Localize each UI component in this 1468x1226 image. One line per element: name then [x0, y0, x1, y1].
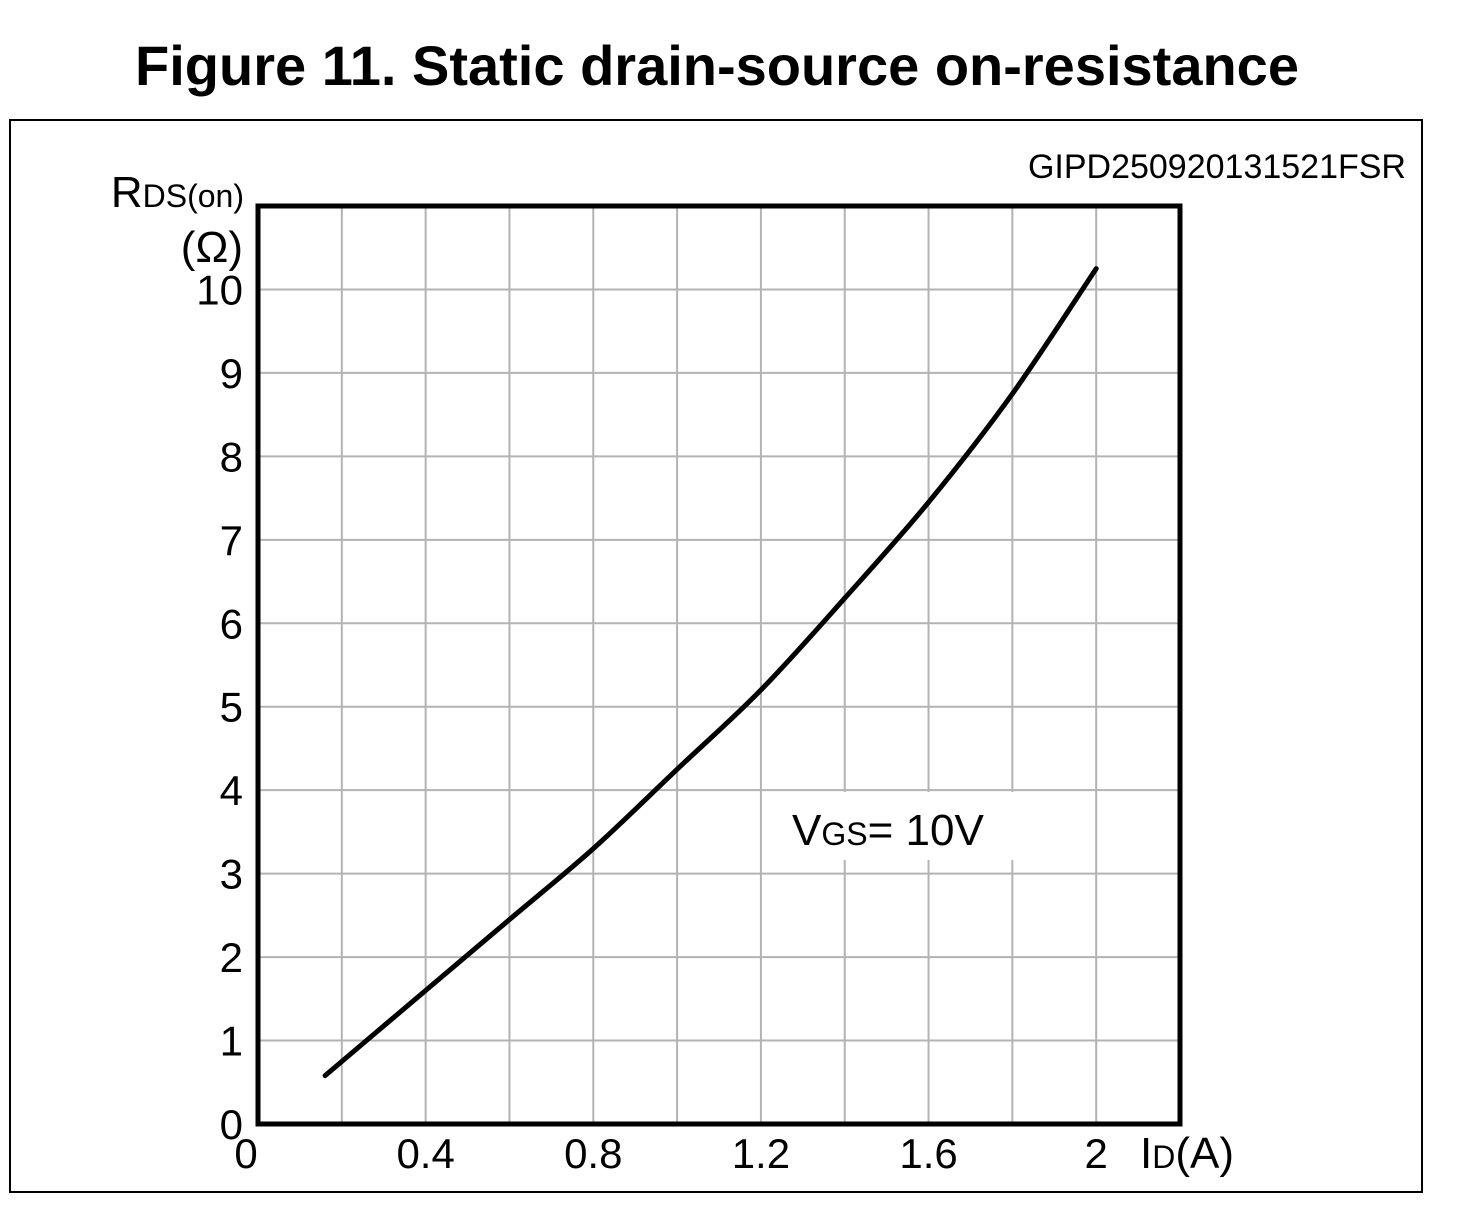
plot-frame: [255, 203, 1183, 1127]
x-tick-label: 1.6: [899, 1130, 957, 1177]
figure-code: GIPD250920131521FSR: [1028, 148, 1406, 186]
annotation-box: [768, 792, 1052, 860]
x-tick-label: 2: [1085, 1130, 1108, 1177]
series-group: [322, 266, 1099, 1079]
y-tick-label: 10: [196, 266, 243, 313]
y-tick-label: 3: [220, 851, 243, 898]
y-tick-label: 4: [220, 767, 243, 814]
y-axis-label: RDS(on): [111, 168, 244, 217]
y-tick-label: 2: [220, 934, 243, 981]
x-tick-label: 0.8: [564, 1130, 622, 1177]
y-tick-label: 1: [220, 1018, 243, 1065]
x-tick-label: 0.4: [396, 1130, 454, 1177]
grid: [258, 206, 1180, 1124]
y-tick-label: 6: [220, 600, 243, 647]
y-tick-label: 5: [220, 684, 243, 731]
axis-labels: RDS(on) (Ω) ID(A) VGS= 10V: [111, 168, 1234, 1178]
x-axis-unit: (A): [1175, 1129, 1234, 1178]
y-axis-unit: (Ω): [181, 223, 243, 272]
y-tick-label: 9: [220, 350, 243, 397]
figure-title: Figure 11. Static drain-source on-resist…: [135, 34, 1299, 97]
y-axis-label-main: R: [111, 168, 143, 217]
annotation-sub: GS: [821, 816, 867, 852]
x-axis-label-main: I: [1140, 1129, 1152, 1178]
annotation-vgs: VGS= 10V: [792, 806, 984, 855]
x-tick-label: 0: [234, 1130, 257, 1177]
annotation-text: = 10V: [868, 806, 985, 855]
x-axis-label: ID(A): [1140, 1129, 1234, 1178]
annotation-main: V: [792, 806, 822, 855]
x-tick-label: 1.2: [732, 1130, 790, 1177]
tick-labels: 0 0.4 0.8 1.2 1.6 2 0 1 2 3 4 5 6 7 8 9 10: [196, 266, 1108, 1177]
figure-box: [9, 119, 1423, 1193]
y-tick-label: 8: [220, 433, 243, 480]
y-tick-label: 7: [220, 517, 243, 564]
y-tick-label: 0: [220, 1101, 243, 1148]
y-axis-label-sub: DS(on): [143, 178, 244, 214]
series-line: [322, 266, 1099, 1079]
x-axis-label-sub: D: [1152, 1139, 1175, 1175]
